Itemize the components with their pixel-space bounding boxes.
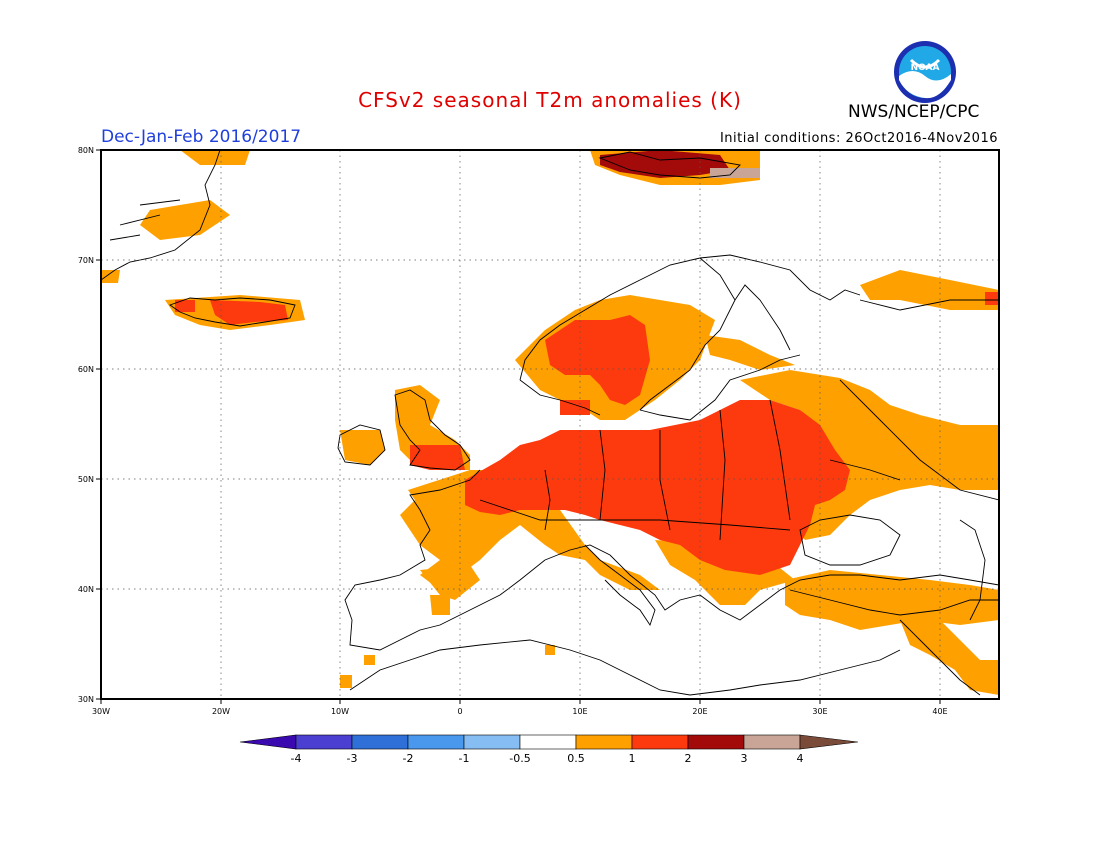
colorbar-label: 0.5 <box>567 752 585 765</box>
colorbar-labels: -4 -3 -2 -1 -0.5 0.5 1 2 3 4 <box>291 752 804 765</box>
lon-tick-labels: 30W 20W 10W 0 10E 20E 30E 40E <box>92 707 948 716</box>
colorbar-label: -4 <box>291 752 302 765</box>
colorbar-arrow-low <box>239 734 297 750</box>
lat-tick-label: 70N <box>78 256 94 265</box>
coastlines <box>101 150 999 696</box>
lon-tick-label: 0 <box>457 707 462 716</box>
lon-tick-label: 20W <box>212 707 230 716</box>
lat-tick-label: 30N <box>78 695 94 704</box>
lon-tick-label: 10W <box>331 707 349 716</box>
colorbar-label: 2 <box>685 752 692 765</box>
map-frame <box>100 149 1000 700</box>
lon-tick-label: 10E <box>572 707 587 716</box>
organization-label: NWS/NCEP/CPC <box>848 102 980 122</box>
colorbar-arrow-high <box>799 734 859 750</box>
axis-ticks <box>96 149 941 704</box>
colorbar-label: -3 <box>347 752 358 765</box>
lon-tick-label: 40E <box>932 707 947 716</box>
colorbar-label: -2 <box>403 752 414 765</box>
anomaly-0.5-1 <box>101 150 999 695</box>
lat-tick-label: 80N <box>78 146 94 155</box>
lon-tick-label: 30W <box>92 707 110 716</box>
colorbar-swatch <box>631 734 689 750</box>
colorbar-swatch <box>519 734 577 750</box>
lat-tick-label: 50N <box>78 475 94 484</box>
colorbar-label: -1 <box>459 752 470 765</box>
noaa-logo: NOAA <box>893 40 957 104</box>
colorbar-swatch <box>295 734 353 750</box>
lat-tick-labels: 80N 70N 60N 50N 40N 30N <box>78 146 94 704</box>
colorbar-label: 4 <box>797 752 804 765</box>
anomaly-1-2 <box>175 292 999 575</box>
colorbar-swatch <box>575 734 633 750</box>
lon-tick-label: 30E <box>812 707 827 716</box>
colorbar-label: -0.5 <box>509 752 530 765</box>
graticule <box>101 150 999 699</box>
colorbar-swatch <box>351 734 409 750</box>
lat-tick-label: 40N <box>78 585 94 594</box>
initial-conditions-label: Initial conditions: 26Oct2016-4Nov2016 <box>719 131 998 146</box>
colorbar-swatch <box>687 734 745 750</box>
colorbar-swatch <box>743 734 801 750</box>
chart-title: CFSv2 seasonal T2m anomalies (K) <box>358 88 742 112</box>
colorbar-label: 1 <box>629 752 636 765</box>
lon-tick-label: 20E <box>692 707 707 716</box>
anomaly-2-3 <box>600 150 730 178</box>
noaa-logo-text: NOAA <box>911 63 940 73</box>
colorbar-swatch <box>407 734 465 750</box>
season-label: Dec-Jan-Feb 2016/2017 <box>101 127 302 147</box>
colorbar-label: 3 <box>741 752 748 765</box>
colorbar-swatch <box>463 734 521 750</box>
anomaly-shading <box>101 150 999 695</box>
colorbar <box>239 734 859 750</box>
lat-tick-label: 60N <box>78 365 94 374</box>
